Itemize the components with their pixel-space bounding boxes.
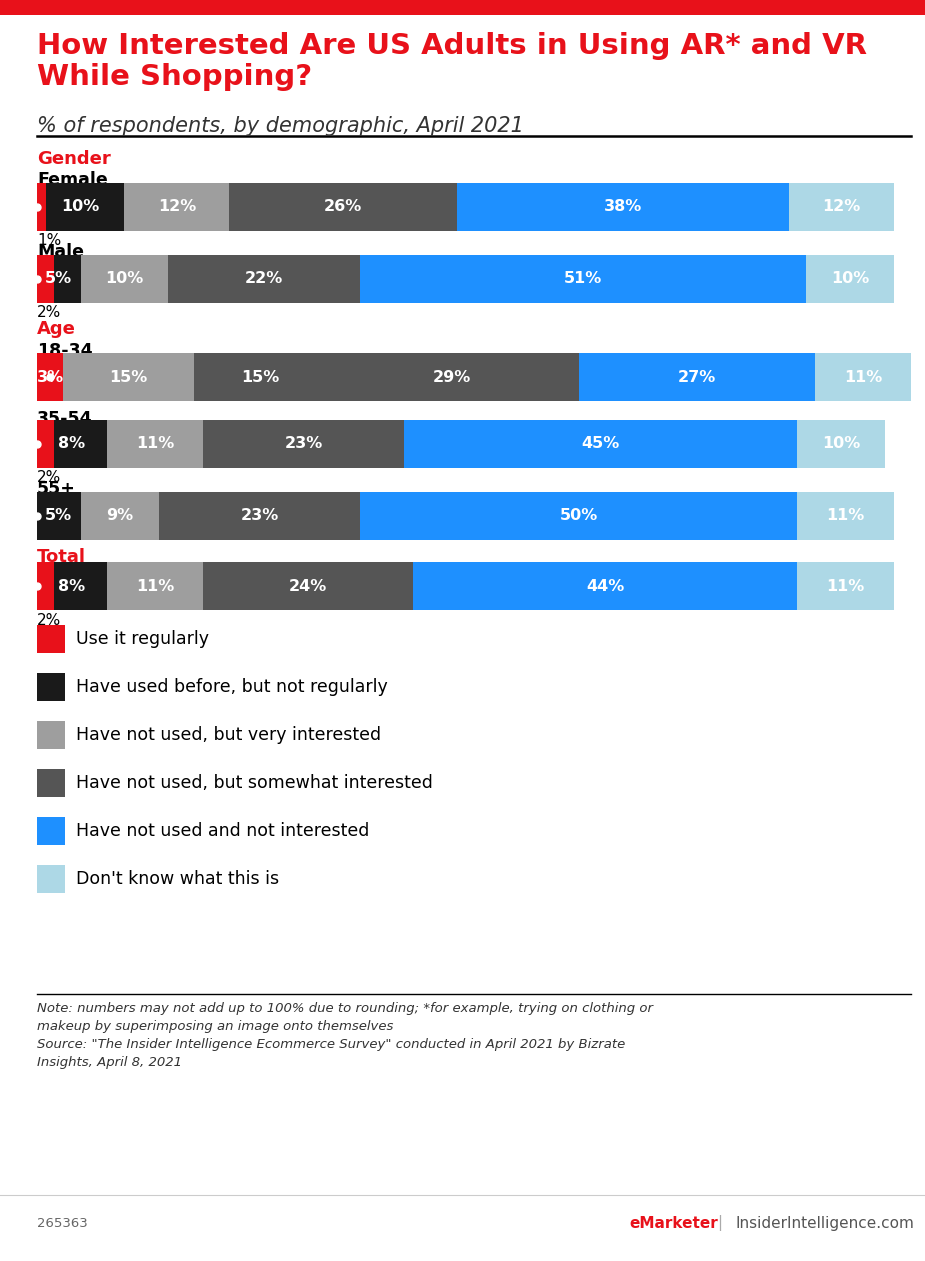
Text: 11%: 11% [844,369,882,385]
Text: 22%: 22% [245,271,283,286]
Text: 45%: 45% [582,436,620,451]
Text: Don't know what this is: Don't know what this is [76,870,279,888]
Bar [0,0,925,15]
Text: 3%: 3% [37,369,64,385]
Bar [37,353,63,401]
Bar [229,183,457,231]
Text: Total: Total [37,549,86,566]
Text: 35-54: 35-54 [37,410,92,427]
Bar [159,492,361,540]
Text: 50%: 50% [560,508,598,523]
Bar [107,562,204,610]
Text: 5%: 5% [45,508,72,523]
Text: 11%: 11% [826,579,865,594]
Bar [37,562,55,610]
Bar [63,353,194,401]
Text: 26%: 26% [324,199,362,214]
Text: InsiderIntelligence.com: InsiderIntelligence.com [735,1216,914,1231]
Bar [37,183,124,231]
Bar [194,353,326,401]
Text: 11%: 11% [826,508,865,523]
Bar [326,353,579,401]
Text: Gender: Gender [37,150,111,168]
Text: 23%: 23% [240,508,279,523]
Bar [37,255,55,303]
Text: 2%: 2% [37,470,61,485]
Text: 44%: 44% [586,579,624,594]
Bar [204,562,413,610]
Text: Age: Age [37,320,76,338]
Text: How Interested Are US Adults in Using AR* and VR
While Shopping?: How Interested Are US Adults in Using AR… [37,32,867,91]
Text: 5%: 5% [45,271,72,286]
Text: 11%: 11% [136,436,174,451]
Bar [37,353,63,401]
Text: 8%: 8% [58,579,85,594]
Text: 15%: 15% [240,369,279,385]
Text: 8%: 8% [58,436,85,451]
Text: 15%: 15% [110,369,148,385]
Bar [37,865,65,893]
Text: 10%: 10% [831,271,869,286]
Text: 10%: 10% [105,271,143,286]
Text: 11%: 11% [136,579,174,594]
Bar [37,721,65,749]
Text: Have used before, but not regularly: Have used before, but not regularly [76,678,388,696]
Bar [107,420,204,468]
Bar [404,420,797,468]
Bar [80,492,159,540]
Text: 10%: 10% [822,436,860,451]
Text: |: | [717,1216,722,1231]
Text: eMarketer: eMarketer [629,1216,718,1231]
Bar [37,769,65,797]
Bar [789,183,894,231]
Bar [37,255,80,303]
Bar [37,420,55,468]
Bar [361,492,797,540]
Bar [797,492,894,540]
Text: 55+: 55+ [37,480,76,498]
Bar [37,183,45,231]
Text: 23%: 23% [285,436,323,451]
Bar [168,255,361,303]
Bar [37,420,107,468]
Text: 24%: 24% [289,579,327,594]
Text: 51%: 51% [564,271,602,286]
Bar [37,817,65,845]
Text: Use it regularly: Use it regularly [76,630,209,648]
Bar [37,492,80,540]
Text: Note: numbers may not add up to 100% due to rounding; *for example, trying on cl: Note: numbers may not add up to 100% due… [37,1002,653,1069]
Bar [80,255,168,303]
Text: Male: Male [37,243,84,261]
Bar [204,420,404,468]
Bar [579,353,815,401]
Bar [457,183,789,231]
Text: Have not used and not interested: Have not used and not interested [76,822,369,840]
Text: % of respondents, by demographic, April 2021: % of respondents, by demographic, April … [37,116,524,136]
Bar [797,562,894,610]
Bar [413,562,797,610]
Bar [37,673,65,701]
Text: 2%: 2% [37,305,61,320]
Bar [124,183,229,231]
Text: 12%: 12% [822,199,860,214]
Text: Have not used, but very interested: Have not used, but very interested [76,726,381,744]
Text: 27%: 27% [678,369,716,385]
Bar [37,625,65,653]
Bar [797,420,885,468]
Text: 12%: 12% [158,199,196,214]
Text: 1%: 1% [37,233,61,248]
Text: 38%: 38% [603,199,642,214]
Text: Have not used, but somewhat interested: Have not used, but somewhat interested [76,774,433,792]
Bar [37,562,107,610]
Text: 2%: 2% [37,613,61,628]
Text: 10%: 10% [62,199,100,214]
Bar [361,255,807,303]
Bar [815,353,911,401]
Text: 18-34: 18-34 [37,342,92,359]
Text: 265363: 265363 [37,1217,88,1229]
Bar [807,255,894,303]
Text: 29%: 29% [433,369,472,385]
Text: Female: Female [37,171,107,189]
Text: 9%: 9% [106,508,133,523]
